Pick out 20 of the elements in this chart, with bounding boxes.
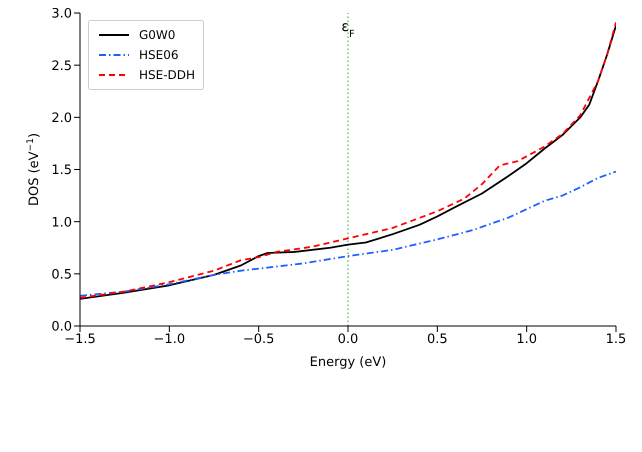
y-tick-label: 1.5 [51,163,72,178]
x-axis-title: Energy (eV) [310,355,386,370]
y-tick-label: 2.0 [51,110,72,126]
y-tick-label: 3.0 [51,6,72,22]
y-tick-label: 2.5 [51,58,72,74]
x-tick-label: 1.5 [606,332,626,348]
legend-label: G0W0 [139,28,176,42]
legend-label: HSE06 [139,48,178,62]
y-tick-label: 1.0 [51,215,72,230]
x-tick-label: 0.5 [426,332,448,348]
ref-line-label: ε$_{F}$ [341,19,355,40]
y-tick-label: 0.0 [51,320,72,335]
x-tick-label: −0.5 [242,332,274,348]
x-tick-label: 0.0 [338,332,358,348]
x-tick-label: −1.5 [64,332,96,348]
x-tick-label: 1.0 [516,332,538,348]
legend-label: HSE-DDH [139,68,196,82]
y-tick-label: 0.5 [51,267,72,282]
x-tick-label: −1.0 [154,332,186,348]
line-series [80,170,616,297]
